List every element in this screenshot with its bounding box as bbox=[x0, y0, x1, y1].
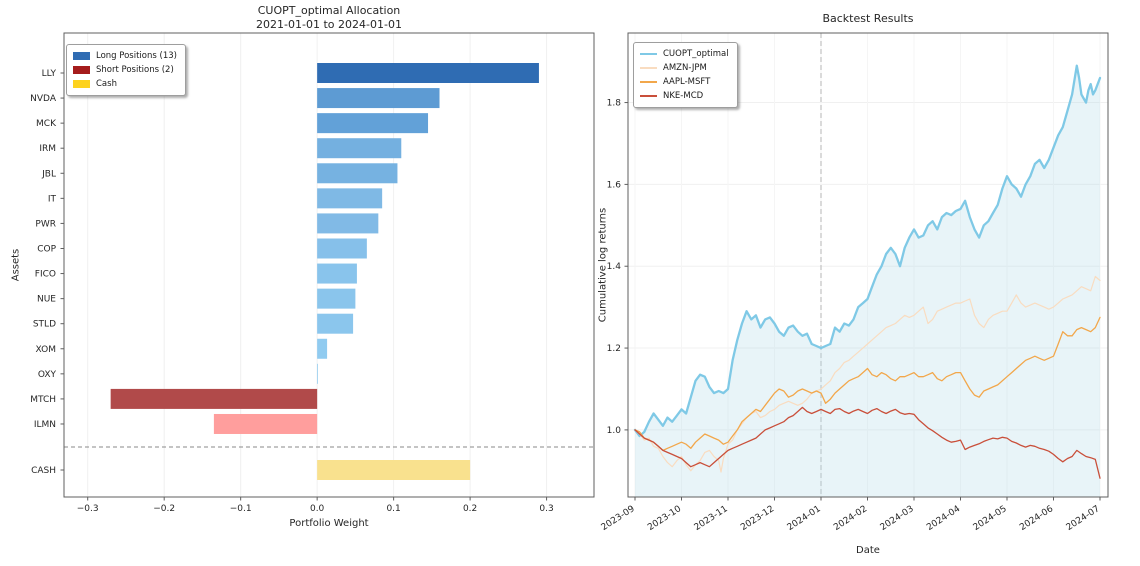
allocation-chart-title: CUOPT_optimal Allocation 2021-01-01 to 2… bbox=[64, 4, 594, 31]
allocation-axes-box bbox=[63, 32, 595, 498]
backtest-title-text: Backtest Results bbox=[822, 12, 914, 25]
x-tick-label-2023-10: 2023-10 bbox=[646, 504, 683, 533]
allocation-legend: Long Positions (13) Short Positions (2) Ca… bbox=[66, 44, 186, 96]
x-axis-label-portfolio-weight: Portfolio Weight bbox=[289, 518, 369, 529]
asset-label-IT: IT bbox=[48, 194, 57, 204]
x-tick-label-2023-11: 2023-11 bbox=[693, 504, 730, 533]
asset-label-NVDA: NVDA bbox=[30, 94, 57, 104]
bar-IRM bbox=[317, 138, 402, 159]
asset-label-PWR: PWR bbox=[35, 219, 56, 229]
series-line-AMZN-JPM bbox=[634, 275, 1101, 473]
bar-MCK bbox=[317, 113, 429, 134]
asset-label-COP: COP bbox=[37, 244, 56, 254]
legend-swatch bbox=[640, 94, 657, 98]
bar-PWR bbox=[317, 213, 379, 234]
asset-label-LLY: LLY bbox=[42, 69, 57, 79]
allocation-title-line1: CUOPT_optimal Allocation bbox=[257, 4, 401, 17]
bar-ILMN bbox=[213, 413, 318, 434]
asset-label-MTCH: MTCH bbox=[30, 395, 56, 405]
x-tick-label: 0.0 bbox=[310, 504, 325, 514]
x-tick-label-2024-05: 2024-05 bbox=[972, 504, 1009, 533]
legend-item-Long-Positions-13-: Long Positions (13) bbox=[73, 49, 177, 63]
legend-item-NKE-MCD: NKE-MCD bbox=[640, 89, 729, 103]
bar-IT bbox=[317, 188, 383, 209]
legend-label: CUOPT_optimal bbox=[663, 49, 729, 59]
legend-label: AMZN-JPM bbox=[663, 63, 707, 73]
x-tick-label: −0.3 bbox=[77, 504, 99, 514]
bar-LLY bbox=[317, 63, 539, 83]
x-tick-label-2024-01: 2024-01 bbox=[786, 504, 823, 533]
asset-label-JBL: JBL bbox=[41, 169, 56, 179]
y-axis-label-cumulative-log-returns: Cumulative log returns bbox=[597, 207, 609, 323]
legend-label: Long Positions (13) bbox=[96, 51, 177, 61]
x-tick-label-2024-02: 2024-02 bbox=[832, 504, 869, 533]
backtest-legend: CUOPT_optimal AMZN-JPM AAPL-MSFT NKE-MCD bbox=[633, 42, 738, 108]
series-line-AAPL-MSFT bbox=[634, 316, 1101, 452]
x-tick-label: −0.1 bbox=[230, 504, 252, 514]
legend-swatch bbox=[640, 80, 657, 84]
x-tick-label: −0.2 bbox=[153, 504, 175, 514]
legend-swatch bbox=[640, 52, 657, 56]
allocation-plot: −0.3 −0.2 −0.1 0.0 0.1 0.2 0.3 LLY NVDA MCK IRM JBL… bbox=[30, 32, 595, 514]
legend-item-AAPL-MSFT: AAPL-MSFT bbox=[640, 75, 729, 89]
asset-label-CASH: CASH bbox=[31, 466, 56, 476]
backtest-chart-title: Backtest Results bbox=[628, 12, 1108, 26]
legend-swatch bbox=[73, 52, 90, 60]
x-tick-label-2024-03: 2024-03 bbox=[879, 504, 916, 533]
legend-item-Short-Positions-2-: Short Positions (2) bbox=[73, 63, 177, 77]
x-tick-label-2023-12: 2023-12 bbox=[739, 504, 776, 533]
asset-label-NUE: NUE bbox=[37, 295, 56, 305]
legend-swatch bbox=[73, 80, 90, 88]
series-line-CUOPT_optimal bbox=[633, 64, 1102, 438]
asset-label-FICO: FICO bbox=[35, 270, 56, 280]
allocation-title-line2: 2021-01-01 to 2024-01-01 bbox=[256, 17, 402, 31]
bar-JBL bbox=[317, 163, 398, 184]
legend-label: Cash bbox=[96, 79, 117, 89]
x-tick-label-2024-06: 2024-06 bbox=[1018, 504, 1055, 533]
asset-label-OXY: OXY bbox=[38, 370, 57, 380]
asset-label-STLD: STLD bbox=[33, 320, 56, 330]
legend-item-CUOPT-optimal: CUOPT_optimal bbox=[640, 47, 729, 61]
bar-NUE bbox=[317, 288, 356, 309]
bar-XOM bbox=[317, 338, 328, 359]
legend-label: AAPL-MSFT bbox=[663, 77, 711, 87]
legend-item-Cash: Cash bbox=[73, 77, 177, 91]
x-tick-label-2024-04: 2024-04 bbox=[925, 504, 962, 533]
bar-COP bbox=[317, 238, 367, 259]
x-tick-label: 0.1 bbox=[386, 504, 400, 514]
bar-NVDA bbox=[317, 88, 440, 109]
bar-OXY bbox=[317, 363, 318, 384]
fill-under-CUOPT_optimal bbox=[635, 65, 1100, 497]
y-tick-label: 1.4 bbox=[607, 262, 622, 272]
legend-label: Short Positions (2) bbox=[96, 65, 174, 75]
bar-CASH bbox=[317, 460, 471, 480]
asset-label-IRM: IRM bbox=[39, 144, 56, 154]
asset-label-MCK: MCK bbox=[36, 119, 57, 129]
x-tick-label: 0.2 bbox=[463, 504, 477, 514]
bar-FICO bbox=[317, 263, 357, 284]
legend-swatch bbox=[73, 66, 90, 74]
legend-swatch bbox=[640, 66, 657, 70]
y-tick-label: 1.8 bbox=[607, 99, 622, 109]
x-tick-label: 0.3 bbox=[539, 504, 553, 514]
legend-label: NKE-MCD bbox=[663, 91, 704, 101]
x-tick-label-2024-07: 2024-07 bbox=[1065, 504, 1102, 533]
asset-label-ILMN: ILMN bbox=[34, 420, 56, 430]
legend-item-AMZN-JPM: AMZN-JPM bbox=[640, 61, 729, 75]
series-line-NKE-MCD bbox=[634, 406, 1101, 479]
y-axis-label-assets: Assets bbox=[10, 248, 22, 282]
bar-MTCH bbox=[110, 388, 318, 409]
y-tick-label: 1.2 bbox=[607, 344, 621, 354]
x-tick-label-2023-09: 2023-09 bbox=[600, 504, 637, 533]
x-axis-label-date: Date bbox=[856, 545, 880, 556]
asset-label-XOM: XOM bbox=[36, 345, 56, 355]
bar-STLD bbox=[317, 313, 354, 334]
y-tick-label: 1.0 bbox=[607, 426, 622, 436]
y-tick-label: 1.6 bbox=[607, 180, 622, 190]
